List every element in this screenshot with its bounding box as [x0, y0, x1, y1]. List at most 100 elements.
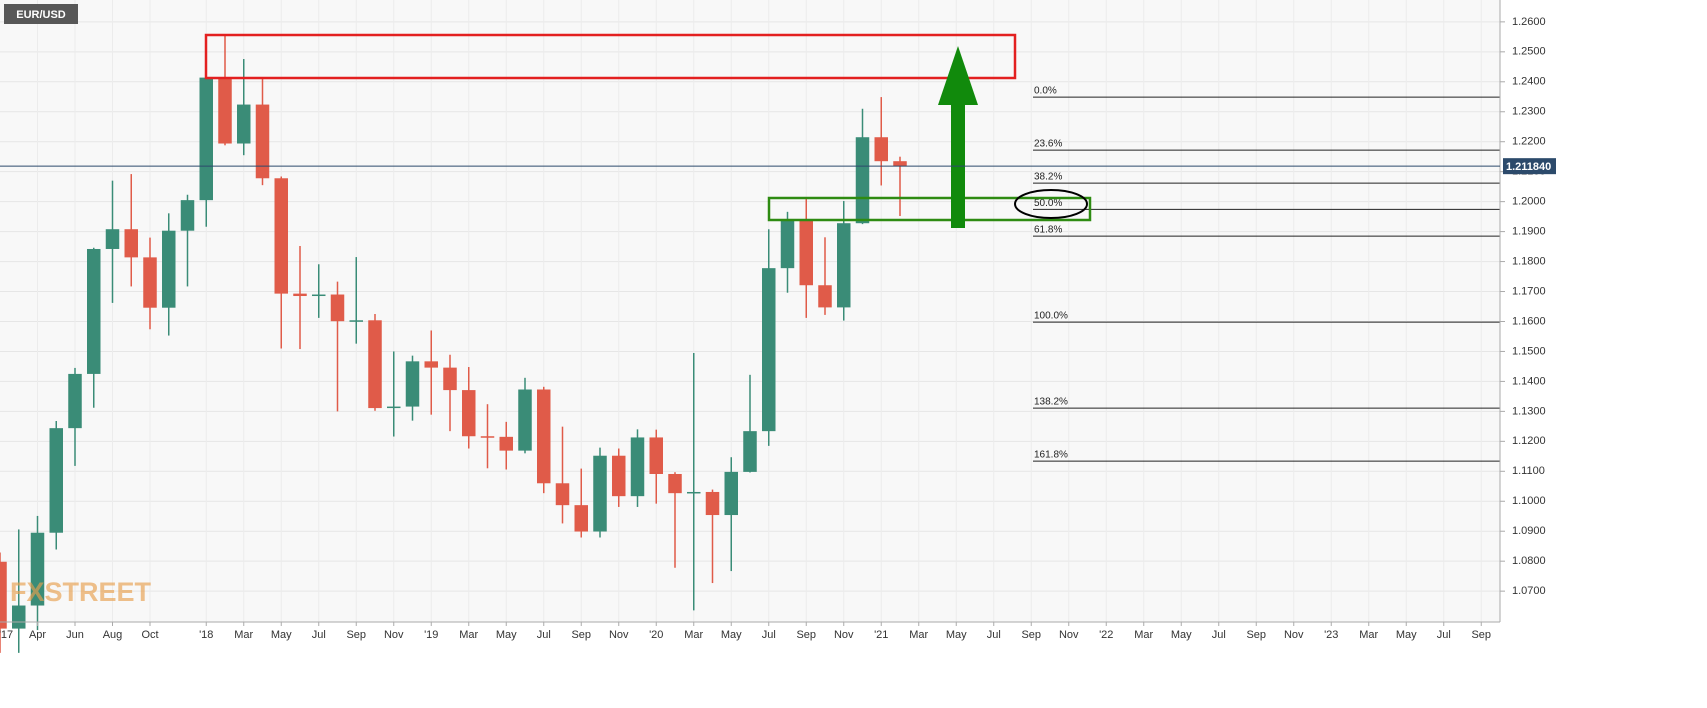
- candle-body: [499, 436, 513, 451]
- candle-body: [87, 248, 101, 374]
- x-tick-label: Sep: [796, 629, 816, 641]
- chart-title: EUR/USD: [16, 9, 66, 21]
- y-tick-label: 1.1800: [1512, 255, 1546, 267]
- candle-body: [312, 294, 326, 297]
- x-tick-label: Nov: [384, 629, 404, 641]
- candle-body: [537, 389, 551, 484]
- candle-body: [893, 161, 907, 167]
- candle-body: [162, 230, 176, 308]
- x-tick-label: '18: [199, 629, 213, 641]
- axes: 1.0700 1.0800 1.0900 1.1000 1.1100 1.1200 1.13…: [0, 16, 1556, 641]
- candle-body: [105, 229, 120, 249]
- candle-body: [630, 437, 645, 497]
- x-tick-label: May: [496, 629, 517, 641]
- x-tick-label: Nov: [1284, 629, 1304, 641]
- x-tick-label: '23: [1324, 629, 1338, 641]
- title-box: [4, 4, 78, 24]
- candle-body: [0, 561, 7, 629]
- y-tick-label: 1.1500: [1512, 345, 1546, 357]
- x-tick-label: '17: [0, 629, 13, 641]
- x-tick-label: '20: [649, 629, 663, 641]
- candle-body: [274, 178, 288, 294]
- fib-label: 138.2%: [1034, 397, 1068, 408]
- arrow-head: [938, 46, 978, 105]
- candle-body: [837, 223, 851, 308]
- x-tick-label: Nov: [834, 629, 854, 641]
- x-tick-label: Sep: [346, 629, 366, 641]
- x-tick-label: Jul: [987, 629, 1001, 641]
- candle-body: [762, 268, 776, 432]
- candle-body: [818, 285, 832, 308]
- fib-label: 38.2%: [1034, 172, 1062, 183]
- arrow-shaft: [951, 102, 965, 228]
- fib-label: 161.8%: [1034, 450, 1068, 461]
- candle-body: [255, 104, 270, 179]
- candle-body: [574, 505, 588, 532]
- candle-body: [330, 294, 345, 322]
- candles: [0, 35, 907, 653]
- y-tick-label: 1.1600: [1512, 315, 1546, 327]
- x-tick-label: Oct: [141, 629, 158, 641]
- candle-body: [855, 137, 870, 224]
- y-tick-label: 1.0700: [1512, 585, 1546, 597]
- resistance-zone: [204, 33, 1017, 80]
- highlight-ellipse: [1014, 189, 1088, 219]
- candle-body: [705, 491, 720, 516]
- x-tick-label: Jul: [1212, 629, 1226, 641]
- y-tick-label: 1.1400: [1512, 375, 1546, 387]
- x-tick-label: Sep: [1471, 629, 1491, 641]
- candle-body: [387, 406, 401, 409]
- candle-body: [687, 491, 701, 494]
- y-tick-label: 1.1100: [1512, 465, 1545, 477]
- candle-body: [462, 390, 476, 437]
- x-tick-label: Mar: [909, 629, 928, 641]
- y-tick-label: 1.2400: [1512, 76, 1546, 88]
- x-tick-label: '21: [874, 629, 888, 641]
- x-tick-label: Jul: [1437, 629, 1451, 641]
- x-tick-label: Sep: [1021, 629, 1041, 641]
- y-tick-label: 1.1000: [1512, 495, 1546, 507]
- candle-body: [49, 428, 63, 533]
- x-tick-label: Aug: [103, 629, 123, 641]
- x-tick-label: '22: [1099, 629, 1113, 641]
- x-tick-label: Jun: [66, 629, 84, 641]
- candle-body: [349, 320, 363, 322]
- y-tick-label: 1.1200: [1512, 435, 1546, 447]
- y-tick-label: 1.2200: [1512, 136, 1546, 148]
- fibonacci-levels: 0.0% 23.6% 38.2% 50.0% 61.8% 100.0% 138.2% 161.…: [1033, 86, 1500, 462]
- y-tick-label: 1.0800: [1512, 555, 1546, 567]
- x-tick-label: Mar: [1359, 629, 1378, 641]
- x-tick-label: Nov: [609, 629, 629, 641]
- fib-label: 61.8%: [1034, 225, 1062, 236]
- x-tick-label: May: [271, 629, 292, 641]
- candle-body: [368, 320, 382, 409]
- x-tick-label: Nov: [1059, 629, 1079, 641]
- candle-body: [237, 104, 251, 144]
- candle-body: [780, 220, 795, 269]
- candle-body: [180, 200, 195, 231]
- candle-body: [874, 137, 888, 162]
- y-tick-label: 1.2000: [1512, 196, 1546, 208]
- candle-body: [12, 605, 26, 629]
- fib-label: 100.0%: [1034, 311, 1068, 322]
- candle-body: [218, 77, 232, 144]
- candle-body: [293, 293, 307, 297]
- fib-label: 0.0%: [1034, 86, 1057, 97]
- watermark: FXSTREET: [10, 577, 152, 607]
- x-tick-label: Mar: [459, 629, 478, 641]
- x-tick-label: Mar: [234, 629, 253, 641]
- candle-body: [593, 455, 607, 532]
- y-tick-label: 1.1900: [1512, 226, 1546, 238]
- x-tick-label: '19: [424, 629, 438, 641]
- x-tick-label: Sep: [1246, 629, 1266, 641]
- candle-body: [480, 436, 495, 438]
- y-tick-label: 1.1700: [1512, 285, 1546, 297]
- x-tick-label: Jul: [312, 629, 326, 641]
- support-zone: [767, 196, 1092, 222]
- x-tick-label: Mar: [684, 629, 703, 641]
- x-tick-label: Jul: [537, 629, 551, 641]
- x-tick-label: Apr: [29, 629, 46, 641]
- x-tick-label: May: [946, 629, 967, 641]
- candle-body: [518, 389, 532, 451]
